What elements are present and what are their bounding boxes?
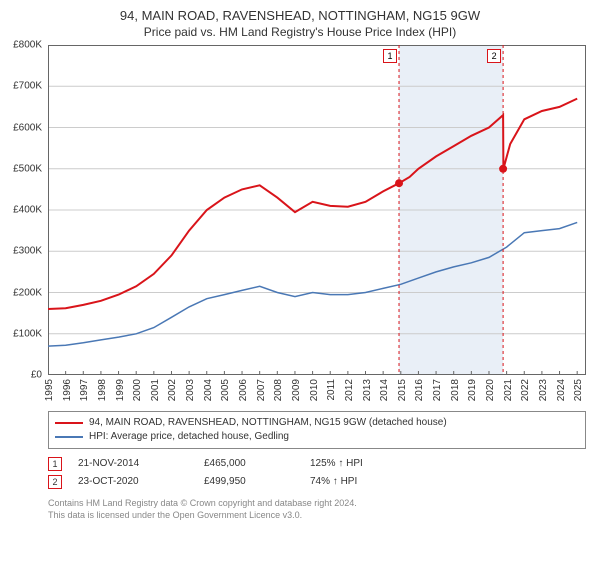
xtick-label: 2002	[167, 379, 178, 401]
ytick-label: £300K	[13, 246, 42, 257]
ytick-label: £700K	[13, 81, 42, 92]
xtick-label: 1996	[62, 379, 73, 401]
xtick-label: 2025	[573, 379, 584, 401]
xtick-label: 2013	[362, 379, 373, 401]
legend-swatch	[55, 436, 83, 438]
xtick-label: 2001	[150, 379, 161, 401]
footer: Contains HM Land Registry data © Crown c…	[48, 497, 586, 521]
xtick-label: 2021	[503, 379, 514, 401]
ytick-label: £400K	[13, 205, 42, 216]
xtick-label: 2018	[450, 379, 461, 401]
xtick-label: 2019	[467, 379, 478, 401]
chart-subtitle: Price paid vs. HM Land Registry's House …	[0, 25, 600, 39]
footer-line-2: This data is licensed under the Open Gov…	[48, 509, 586, 521]
xtick-label: 2000	[132, 379, 143, 401]
legend-label: HPI: Average price, detached house, Gedl…	[89, 430, 289, 444]
callout-row: 2 23-OCT-2020 £499,950 74% ↑ HPI	[48, 473, 586, 491]
ytick-label: £600K	[13, 122, 42, 133]
ytick-label: £200K	[13, 287, 42, 298]
ytick-label: £100K	[13, 328, 42, 339]
xtick-label: 2017	[432, 379, 443, 401]
chart-area: £0£100K£200K£300K£400K£500K£600K£700K£80…	[48, 45, 586, 375]
xtick-label: 2005	[220, 379, 231, 401]
xtick-label: 2012	[344, 379, 355, 401]
xtick-label: 2010	[309, 379, 320, 401]
xtick-label: 2024	[556, 379, 567, 401]
ytick-label: £800K	[13, 40, 42, 51]
xtick-label: 1995	[44, 379, 55, 401]
xtick-label: 2023	[538, 379, 549, 401]
ytick-label: £0	[31, 370, 42, 381]
xtick-label: 2004	[203, 379, 214, 401]
xtick-label: 1997	[79, 379, 90, 401]
chart-title: 94, MAIN ROAD, RAVENSHEAD, NOTTINGHAM, N…	[0, 8, 600, 23]
xtick-label: 2020	[485, 379, 496, 401]
xtick-label: 2007	[256, 379, 267, 401]
chart-container: 94, MAIN ROAD, RAVENSHEAD, NOTTINGHAM, N…	[0, 8, 600, 568]
callout-date: 21-NOV-2014	[78, 455, 188, 473]
xtick-label: 2008	[273, 379, 284, 401]
legend: 94, MAIN ROAD, RAVENSHEAD, NOTTINGHAM, N…	[48, 411, 586, 449]
plot-svg	[48, 45, 586, 375]
ytick-label: £500K	[13, 163, 42, 174]
callout-pct: 74% ↑ HPI	[310, 473, 357, 491]
callout-pct: 125% ↑ HPI	[310, 455, 363, 473]
legend-row: HPI: Average price, detached house, Gedl…	[55, 430, 579, 444]
legend-swatch	[55, 422, 83, 424]
legend-label: 94, MAIN ROAD, RAVENSHEAD, NOTTINGHAM, N…	[89, 416, 447, 430]
event-label: 1	[383, 49, 397, 63]
xtick-label: 2006	[238, 379, 249, 401]
xtick-label: 2009	[291, 379, 302, 401]
callout-price: £465,000	[204, 455, 294, 473]
xtick-label: 1998	[97, 379, 108, 401]
callout-index-box: 1	[48, 457, 62, 471]
xtick-label: 2014	[379, 379, 390, 401]
xtick-label: 2016	[414, 379, 425, 401]
xtick-label: 2003	[185, 379, 196, 401]
footer-line-1: Contains HM Land Registry data © Crown c…	[48, 497, 586, 509]
xtick-label: 1999	[115, 379, 126, 401]
xtick-label: 2015	[397, 379, 408, 401]
callout-date: 23-OCT-2020	[78, 473, 188, 491]
callout-row: 1 21-NOV-2014 £465,000 125% ↑ HPI	[48, 455, 586, 473]
event-label: 2	[487, 49, 501, 63]
xtick-label: 2011	[326, 379, 337, 401]
callout-table: 1 21-NOV-2014 £465,000 125% ↑ HPI 2 23-OCT-20…	[48, 455, 586, 491]
xtick-label: 2022	[520, 379, 531, 401]
callout-price: £499,950	[204, 473, 294, 491]
callout-index-box: 2	[48, 475, 62, 489]
legend-row: 94, MAIN ROAD, RAVENSHEAD, NOTTINGHAM, N…	[55, 416, 579, 430]
